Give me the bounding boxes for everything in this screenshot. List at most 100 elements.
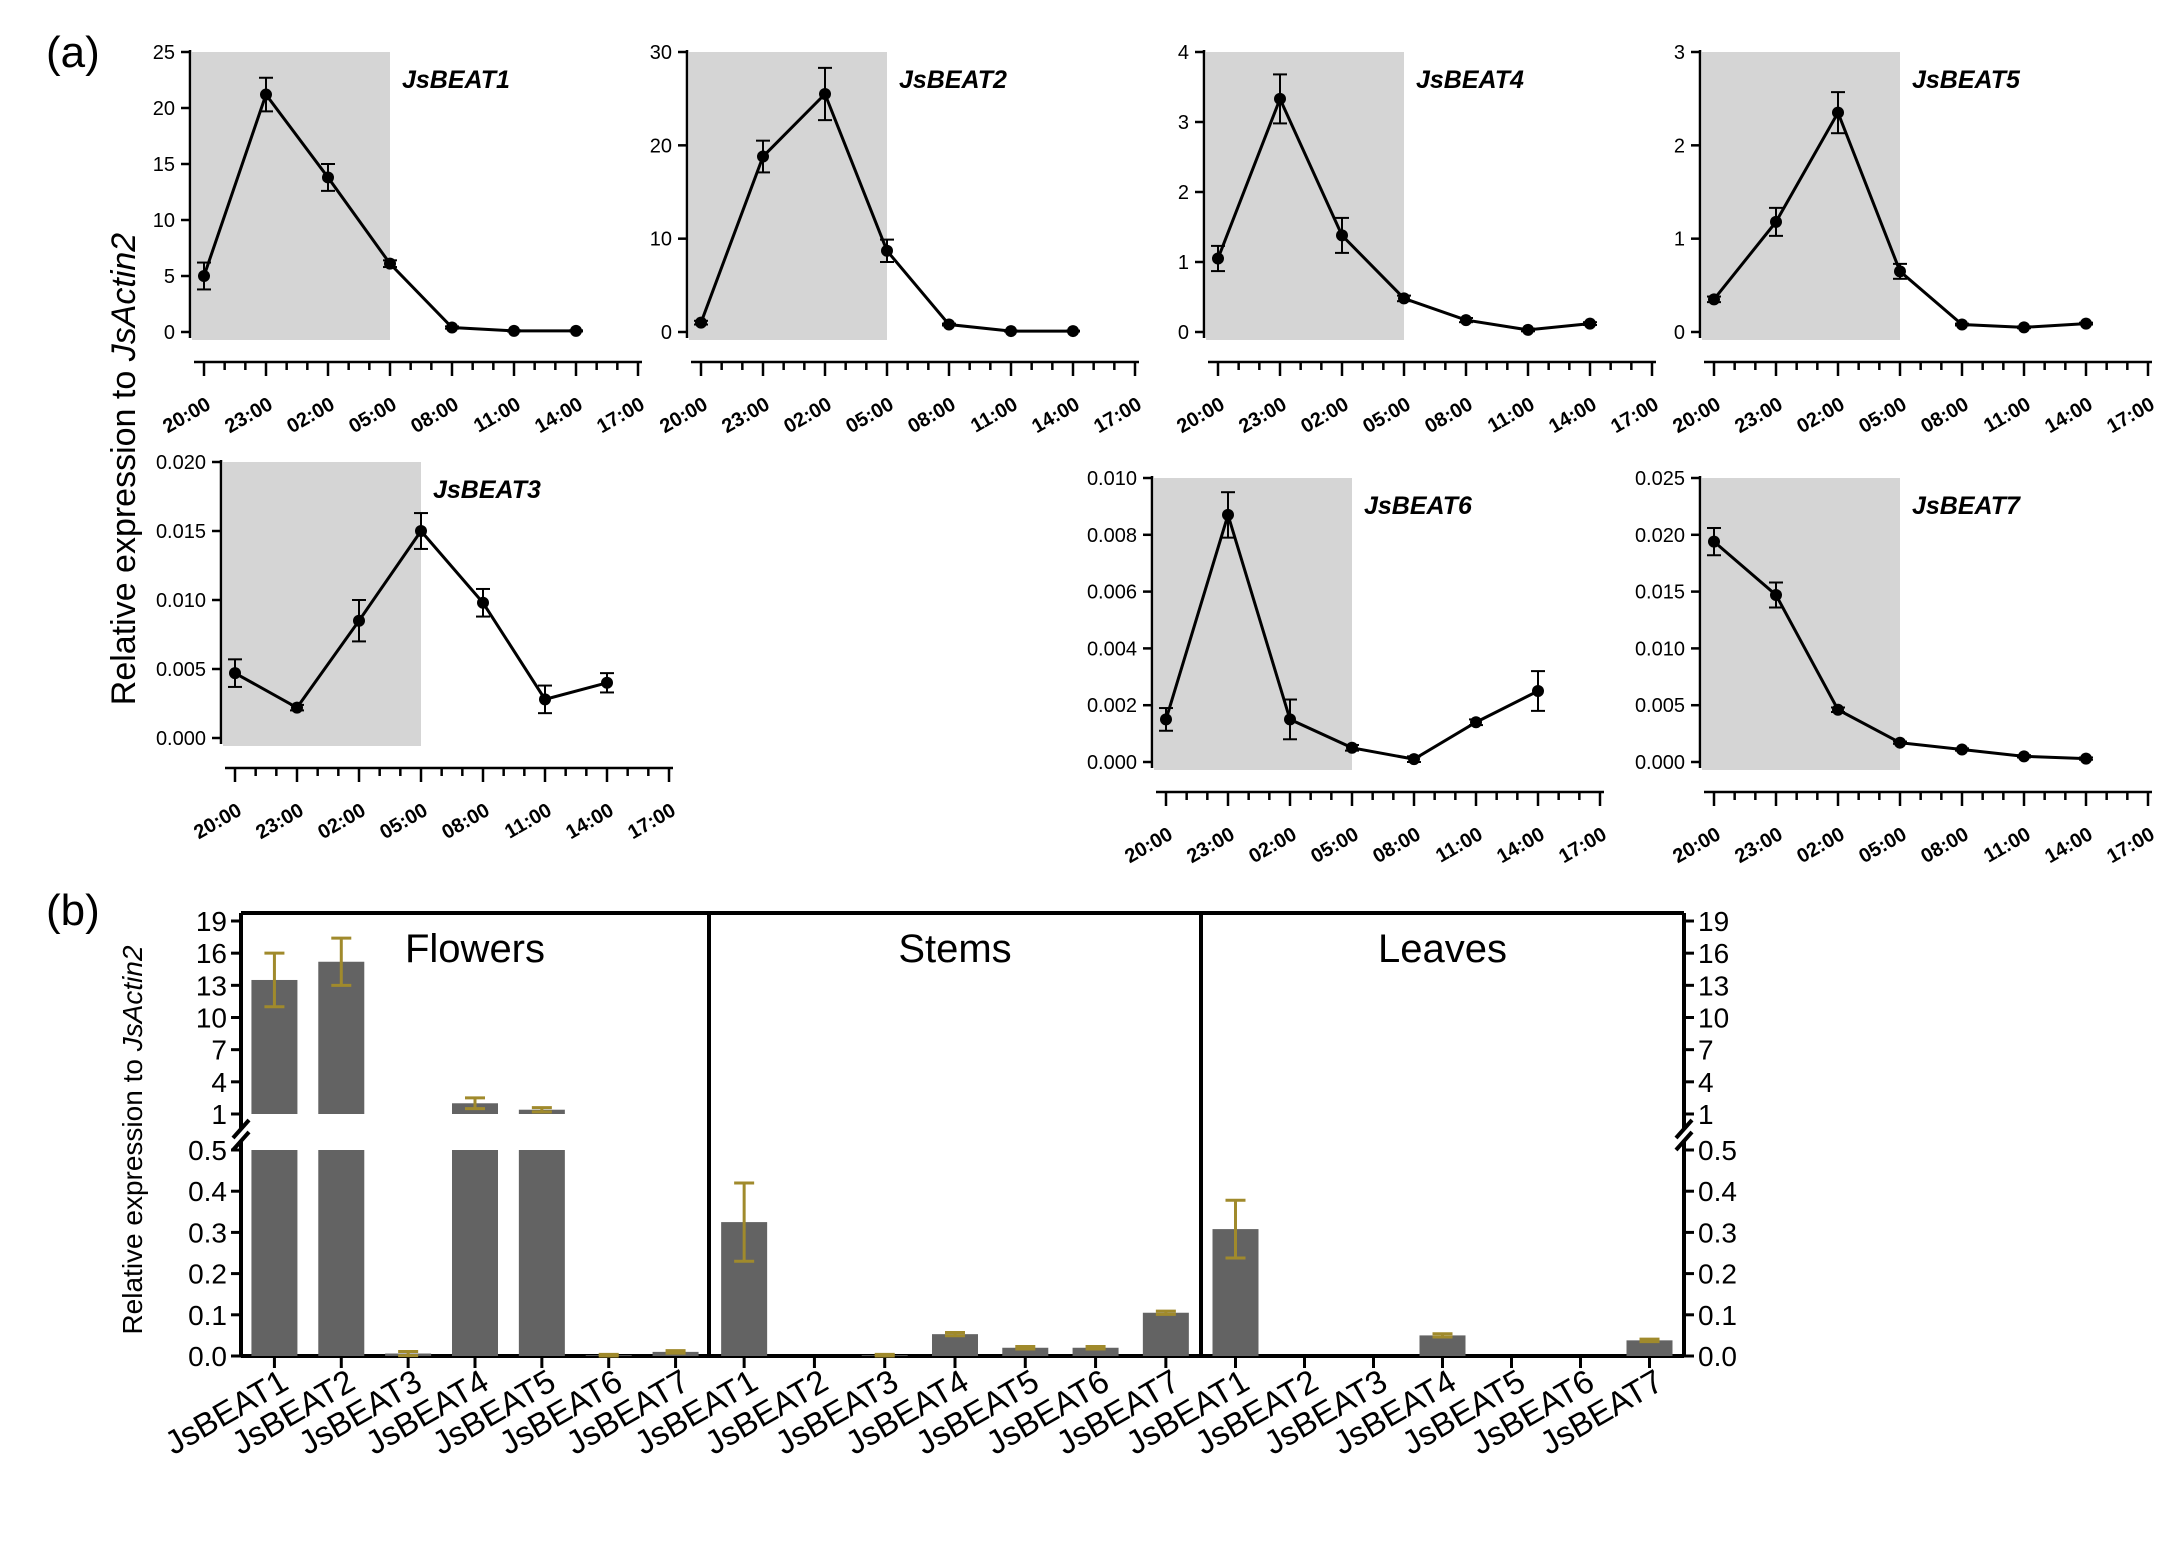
y-tick-label: 0.004 (1087, 638, 1137, 660)
data-point (1460, 314, 1472, 327)
y-tick-label: 4 (1178, 42, 1189, 64)
y-tick-label: 0.002 (1087, 695, 1137, 717)
data-point (1408, 753, 1420, 766)
y-tick-label: 0 (1178, 322, 1189, 344)
y-tick-label-right: 0.3 (1698, 1217, 1737, 1248)
y-tick-label: 20 (650, 135, 672, 157)
time-course-chart-jsbeat3: 0.000 0.005 0.010 0.015 0.020 20:00 23:00 02:00… (156, 452, 680, 844)
x-tick-label: 23:00 (718, 393, 773, 438)
y-tick-label-right: 10 (1698, 1003, 1729, 1034)
y-tick-label-left: 16 (196, 938, 227, 969)
x-tick-label: 14:00 (531, 393, 586, 438)
y-tick-label: 5 (164, 266, 175, 288)
y-tick-label: 3 (1178, 112, 1189, 134)
x-tick-label: 11:00 (501, 799, 555, 843)
y-tick-label: 1 (1674, 229, 1685, 251)
data-point (539, 693, 551, 706)
x-tick-label: 17:00 (593, 393, 648, 438)
data-point (601, 676, 613, 689)
data-point (508, 324, 520, 337)
x-tick-label: 05:00 (1307, 823, 1362, 868)
data-point (1832, 106, 1844, 119)
x-tick-label: 20:00 (190, 799, 245, 844)
data-point (1956, 743, 1968, 756)
x-tick-label: 23:00 (1235, 393, 1290, 438)
x-tick-label: 08:00 (1421, 393, 1476, 438)
x-tick-label: 14:00 (562, 799, 617, 844)
x-tick-label: 05:00 (345, 393, 400, 438)
data-point (1770, 215, 1782, 228)
x-tick-label: 05:00 (376, 799, 431, 844)
data-point (570, 324, 582, 337)
x-tick-label: 14:00 (1545, 393, 1600, 438)
y-tick-label-right: 0.4 (1698, 1176, 1737, 1207)
data-point (881, 244, 893, 257)
y-tick-label-left: 10 (196, 1003, 227, 1034)
y-tick-label: 0 (164, 322, 175, 344)
y-tick-label: 0.015 (156, 521, 206, 543)
y-tick-label: 2 (1674, 135, 1685, 157)
data-point (943, 318, 955, 331)
data-point (2080, 752, 2092, 765)
x-tick-label: 23:00 (1731, 823, 1786, 868)
x-tick-label: 08:00 (904, 393, 959, 438)
data-point (353, 614, 365, 627)
y-tick-label: 15 (153, 154, 175, 176)
data-point (1470, 716, 1482, 729)
dark-period-shade (1206, 52, 1404, 340)
y-tick-label: 0.000 (1087, 752, 1137, 774)
y-tick-label: 2 (1178, 182, 1189, 204)
x-tick-label: 02:00 (780, 393, 835, 438)
data-point (1067, 325, 1079, 338)
axis-break-mark (231, 1130, 251, 1152)
x-tick-label: 08:00 (1369, 823, 1424, 868)
bar (932, 1334, 978, 1356)
data-point (1212, 252, 1224, 265)
x-tick-label: 08:00 (407, 393, 462, 438)
panel-b-label: (b) (46, 886, 100, 935)
y-tick-label: 3 (1674, 42, 1685, 64)
data-point (2080, 317, 2092, 330)
x-tick-label: 02:00 (1245, 823, 1300, 868)
bar (1002, 1347, 1049, 1356)
y-tick-label: 30 (650, 42, 672, 64)
y-tick-label-right: 16 (1698, 938, 1729, 969)
y-tick-label: 10 (650, 229, 672, 251)
dark-period-shade (223, 462, 421, 746)
gene-title: JsBEAT1 (402, 66, 510, 94)
gene-title: JsBEAT3 (433, 476, 541, 504)
data-point (1346, 741, 1358, 754)
x-tick-label: 08:00 (438, 799, 493, 844)
bar-lower-segment (318, 1150, 365, 1356)
y-tick-label: 0.008 (1087, 525, 1137, 547)
group-label: Flowers (405, 927, 545, 971)
y-tick-label-right: 0.2 (1698, 1259, 1737, 1290)
bar-upper-segment (318, 961, 365, 1114)
axis-break-mark (1674, 1118, 1694, 1140)
y-tick-label-left: 0.4 (188, 1176, 227, 1207)
gene-title: JsBEAT6 (1364, 492, 1473, 520)
y-tick-label: 0.015 (1635, 582, 1685, 604)
x-tick-label: 17:00 (2103, 823, 2158, 868)
y-tick-label: 0.010 (156, 590, 206, 612)
axis-break-mark (1674, 1130, 1694, 1152)
bar (1072, 1347, 1119, 1356)
y-tick-label: 0.006 (1087, 582, 1137, 604)
x-tick-label: 11:00 (1980, 393, 2034, 437)
data-point (1708, 535, 1720, 548)
data-point (229, 667, 241, 680)
y-tick-label: 0.010 (1635, 638, 1685, 660)
data-point (198, 270, 210, 282)
y-tick-label: 0.005 (156, 659, 206, 681)
y-tick-label-left: 13 (196, 970, 227, 1001)
x-tick-label: 14:00 (1028, 393, 1083, 438)
x-tick-label: 20:00 (1121, 823, 1176, 868)
x-tick-label: 08:00 (1917, 393, 1972, 438)
data-point (1584, 317, 1596, 330)
data-point (477, 596, 489, 609)
y-tick-label-right: 1 (1698, 1099, 1714, 1130)
data-point (1274, 92, 1286, 105)
x-tick-label: 23:00 (221, 393, 276, 438)
dark-period-shade (689, 52, 887, 340)
y-tick-label: 0.005 (1635, 695, 1685, 717)
